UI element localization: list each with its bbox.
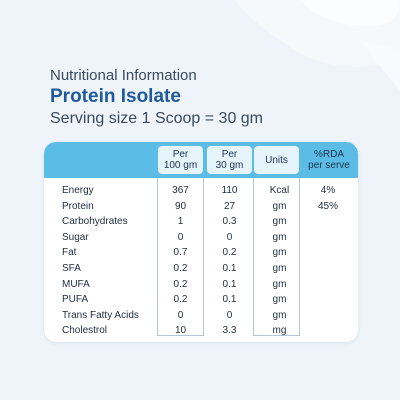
cell-per100: 0 — [177, 309, 184, 321]
row-label: Fat — [62, 247, 77, 259]
cell-per100: 0.7 — [173, 247, 188, 259]
cell-unit: gm — [272, 231, 287, 243]
column-border-per100 — [157, 178, 204, 336]
cell-per100: 0.2 — [173, 294, 188, 306]
cell-unit: gm — [272, 309, 287, 321]
cell-per30: 0.3 — [222, 216, 237, 228]
column-header-units: Units — [254, 146, 299, 174]
cell-per100: 367 — [172, 185, 189, 196]
column-header-per100: Per 100 gm — [158, 146, 203, 174]
row-label: PUFA — [62, 294, 89, 306]
cell-unit: gm — [272, 278, 287, 290]
cell-per30: 0.1 — [222, 294, 237, 306]
table-row: Carbohydrates 1 0.3 gm — [44, 214, 358, 229]
row-label: Cholestrol — [62, 325, 108, 337]
cell-rda: 4% — [320, 185, 336, 196]
column-border-units — [253, 178, 300, 336]
nutrition-table: Per 100 gm Per 30 gm Units %RDA per serve E… — [44, 142, 358, 342]
cell-per30: 110 — [221, 185, 238, 196]
cell-unit: gm — [272, 216, 287, 228]
cell-per30: 0.2 — [222, 247, 237, 259]
row-label: Sugar — [62, 231, 89, 243]
cell-per100: 0 — [177, 231, 184, 243]
cell-per30: 0.1 — [222, 278, 237, 290]
row-label: Carbohydrates — [62, 216, 128, 228]
cell-per100: 0.2 — [173, 278, 188, 290]
table-row: Sugar 0 0 gm — [44, 230, 358, 245]
header: Nutritional Information Protein Isolate … — [50, 66, 263, 130]
product-title: Protein Isolate — [50, 86, 181, 107]
cell-per30: 0.1 — [222, 263, 237, 274]
serving-size: Serving size 1 Scoop = 30 gm — [50, 110, 264, 127]
cell-unit: gm — [272, 200, 287, 212]
table-row: Fat 0.7 0.2 gm — [44, 245, 358, 260]
cell-per30: 0 — [226, 309, 233, 321]
table-row: Energy 367 110 Kcal 4% — [44, 183, 358, 198]
cell-per100: 0.2 — [173, 263, 188, 274]
cell-per30: 27 — [223, 200, 236, 212]
cell-per30: 0 — [226, 231, 233, 243]
table-row: PUFA 0.2 0.1 gm — [44, 292, 358, 307]
cell-unit: gm — [272, 263, 287, 274]
cell-unit: gm — [272, 247, 287, 259]
cell-per100: 10 — [174, 325, 187, 337]
row-label: Protein — [62, 200, 94, 212]
cell-rda: 45% — [317, 200, 338, 212]
table-row: MUFA 0.2 0.1 gm — [44, 277, 358, 292]
cell-unit: gm — [272, 294, 287, 306]
cell-unit: mg — [272, 325, 287, 337]
cell-per100: 1 — [177, 216, 184, 228]
cell-per100: 90 — [174, 200, 187, 212]
row-label: Energy — [62, 185, 94, 196]
subtitle: Nutritional Information — [50, 67, 197, 84]
cell-unit: Kcal — [269, 185, 290, 196]
column-header-rda: %RDA per serve — [308, 149, 350, 171]
table-row: Trans Fatty Acids 0 0 gm — [44, 308, 358, 323]
row-label: Trans Fatty Acids — [62, 309, 139, 321]
row-label: MUFA — [62, 278, 90, 290]
table-row: Cholestrol 10 3.3 mg — [44, 323, 358, 338]
row-label: SFA — [62, 263, 81, 274]
cell-per30: 3.3 — [222, 325, 237, 337]
table-row: SFA 0.2 0.1 gm — [44, 261, 358, 276]
table-row: Protein 90 27 gm 45% — [44, 199, 358, 214]
column-header-per30: Per 30 gm — [207, 146, 252, 174]
